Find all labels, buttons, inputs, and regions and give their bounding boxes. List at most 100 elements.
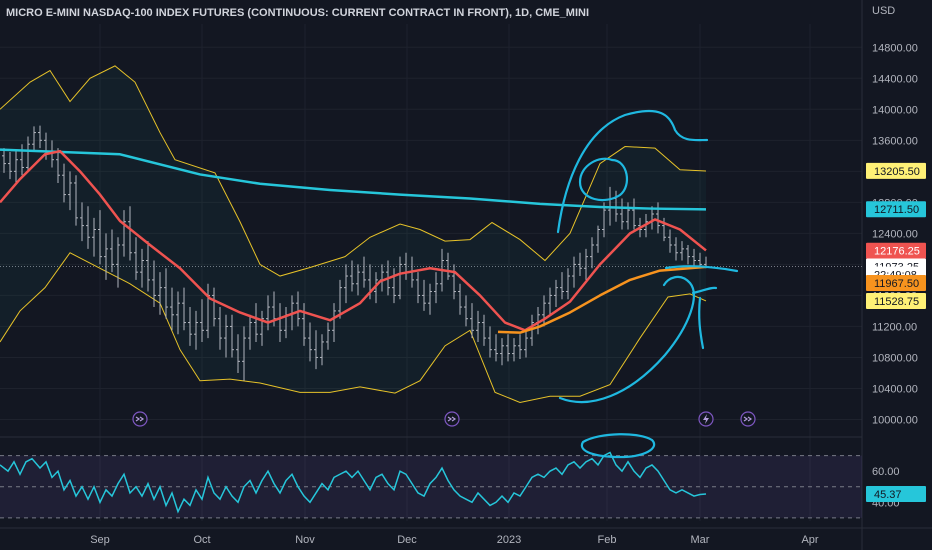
rsi-tick-label: 60.00 xyxy=(872,466,900,478)
candle xyxy=(110,229,114,273)
time-tick-label: Oct xyxy=(193,534,210,546)
candle xyxy=(350,260,354,292)
candle xyxy=(548,287,552,315)
candle xyxy=(68,171,72,211)
candle xyxy=(62,163,66,203)
candle xyxy=(518,334,522,360)
candle xyxy=(488,326,492,358)
price-badge-label: 12176.25 xyxy=(874,246,920,258)
price-badge-label: 11967.50 xyxy=(874,278,919,290)
currency-label: USD xyxy=(872,5,895,17)
candle xyxy=(218,307,222,350)
forward-arrow-icon[interactable] xyxy=(740,411,756,427)
candle xyxy=(194,310,198,350)
bollinger-lower-line xyxy=(0,252,707,403)
candle xyxy=(680,241,684,261)
bollinger-fill xyxy=(0,65,706,403)
candle xyxy=(314,330,318,370)
price-badge-label: 13205.50 xyxy=(874,166,920,178)
price-tick-label: 14800.00 xyxy=(872,42,918,54)
candle xyxy=(308,322,312,362)
candle xyxy=(422,279,426,311)
candle xyxy=(254,303,258,342)
time-tick-label: Nov xyxy=(295,534,315,546)
line-annotation-ema xyxy=(664,265,739,273)
ema-fast-line xyxy=(0,149,707,332)
candle xyxy=(248,314,252,350)
price-tick-label: 12400.00 xyxy=(872,228,918,240)
candle xyxy=(320,334,324,366)
lightning-icon[interactable] xyxy=(698,411,714,427)
sma-long-line xyxy=(0,148,707,211)
event-markers xyxy=(132,411,756,427)
candle xyxy=(134,237,138,280)
candle xyxy=(122,210,126,257)
drawn-annotations xyxy=(556,110,739,459)
candle xyxy=(596,225,600,253)
candle xyxy=(170,287,174,331)
candle xyxy=(176,291,180,335)
candle xyxy=(530,314,534,346)
price-tick-label: 14400.00 xyxy=(872,73,918,85)
candle xyxy=(362,256,366,288)
candle xyxy=(38,125,42,149)
candle xyxy=(332,303,336,342)
candle xyxy=(326,322,330,350)
price-tick-label: 14000.00 xyxy=(872,104,918,116)
candle xyxy=(428,283,432,315)
price-badge: 11528.75 xyxy=(866,292,926,309)
time-axis[interactable]: Sep Oct Nov Dec 2023 Feb Mar Apr xyxy=(0,527,932,546)
candle xyxy=(14,149,18,183)
candle xyxy=(236,334,240,373)
candle xyxy=(152,260,156,308)
price-tick-label: 10000.00 xyxy=(872,414,918,426)
hook-annotation-right xyxy=(691,286,718,350)
candle xyxy=(464,295,468,327)
price-badge-label: 11528.75 xyxy=(874,296,919,308)
forward-arrow-icon[interactable] xyxy=(132,411,148,427)
circle-annotation-peak xyxy=(578,157,629,202)
candle xyxy=(200,299,204,342)
candle xyxy=(632,198,636,230)
candle xyxy=(356,264,360,296)
grid xyxy=(0,0,863,550)
candle xyxy=(8,151,12,180)
candle xyxy=(668,229,672,253)
circle-annotation-rsi xyxy=(580,433,656,459)
price-badge: 13205.50 xyxy=(866,162,926,179)
time-tick-label: Dec xyxy=(397,534,417,546)
price-tick-label: 13600.00 xyxy=(872,135,918,147)
candle xyxy=(560,272,564,300)
candle xyxy=(116,237,120,288)
forward-arrow-icon[interactable] xyxy=(444,411,460,427)
candle xyxy=(2,148,6,173)
candle xyxy=(506,334,510,362)
candle xyxy=(338,279,342,319)
rsi-badge-label: 45.37 xyxy=(874,489,902,501)
rsi-badge: 45.37 xyxy=(866,485,926,502)
candle xyxy=(482,314,486,346)
candle xyxy=(452,264,456,300)
candle xyxy=(32,126,36,152)
candle xyxy=(92,217,96,257)
price-axis[interactable]: 14800.0014400.0014000.0013600.0013200.00… xyxy=(866,42,926,509)
time-tick-label: Sep xyxy=(90,534,110,546)
time-tick-label: Mar xyxy=(691,534,710,546)
candle xyxy=(572,256,576,288)
candle xyxy=(674,237,678,261)
candle xyxy=(542,295,546,327)
candle xyxy=(374,272,378,304)
candle xyxy=(584,248,588,280)
candle xyxy=(692,248,696,266)
candle xyxy=(578,252,582,277)
candle xyxy=(128,206,132,261)
candle xyxy=(524,330,528,358)
time-tick-label: Feb xyxy=(598,534,617,546)
candle xyxy=(620,198,624,230)
candle xyxy=(554,279,558,308)
candle xyxy=(398,256,402,300)
candle xyxy=(296,291,300,327)
candle xyxy=(266,295,270,331)
candle xyxy=(80,202,84,242)
